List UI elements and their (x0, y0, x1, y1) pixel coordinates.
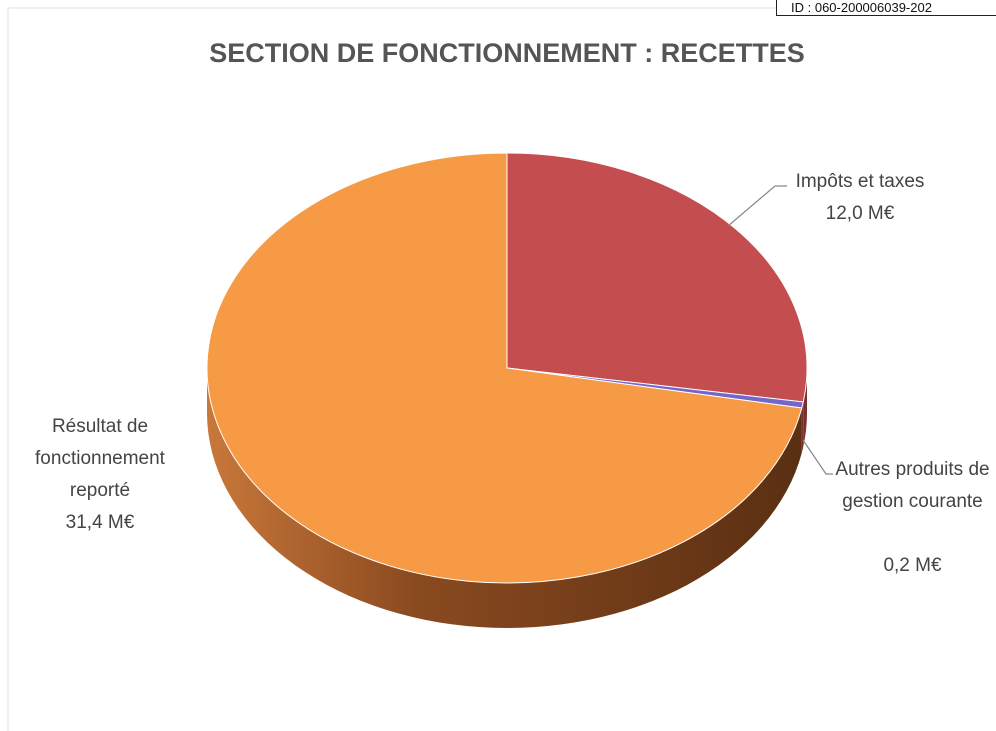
pie (206, 152, 808, 628)
leader-line (727, 185, 787, 227)
slice (506, 152, 808, 403)
slice-label: Résultat de fonctionnement reporté (35, 416, 165, 501)
slice-side (801, 401, 804, 454)
slice-side (207, 368, 802, 628)
slice-label: Impôts et taxes (795, 171, 925, 192)
value-label: 31,4 M€ (65, 512, 135, 533)
value-label: 0,2 M€ (883, 555, 942, 576)
stamp: ID : 060-200006039-202 (776, 0, 996, 16)
slice (206, 152, 803, 584)
chart-title: SECTION DE FONCTIONNEMENT : RECETTES (209, 38, 805, 68)
leader-line (802, 439, 833, 475)
value-label: 12,0 M€ (825, 203, 895, 224)
slice-label: Autres produits de gestion courante (835, 459, 990, 512)
